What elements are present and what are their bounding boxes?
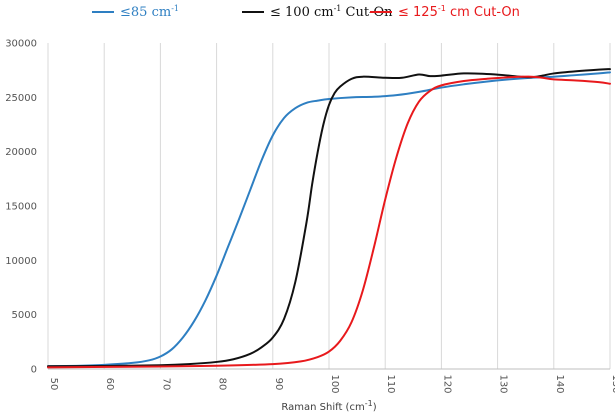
y-axis: 0 5000 10000 15000 20000 25000 30000: [5, 39, 37, 376]
x-tick-label-9: 140: [554, 374, 565, 393]
x-tick-label-6: 110: [385, 374, 396, 393]
x-tick-label-10: 150: [610, 374, 615, 393]
x-axis-title-sup: -1: [365, 399, 373, 408]
x-axis-title: Raman Shift (cm-1): [281, 399, 376, 413]
x-tick-label-8: 130: [498, 374, 509, 393]
legend-text-2: ≤ 125: [398, 5, 438, 20]
x-tick-label-1: 60: [104, 378, 115, 391]
y-tick-label-2: 10000: [5, 256, 37, 267]
x-tick-label-5: 100: [329, 374, 340, 393]
y-tick-label-6: 30000: [5, 39, 37, 50]
legend-label-0: ≤85 cm-1: [120, 4, 179, 20]
y-tick-label-4: 20000: [5, 147, 37, 158]
x-tick-label-4: 90: [273, 378, 284, 391]
y-tick-label-5: 25000: [5, 93, 37, 104]
legend-text-1: ≤ 100 cm: [270, 5, 334, 20]
legend-text-0: ≤85 cm: [120, 5, 171, 20]
grid-lines: [47, 43, 611, 369]
series-group: [47, 68, 611, 369]
y-tick-label-1: 5000: [12, 310, 37, 321]
y-tick-label-3: 15000: [5, 202, 37, 213]
x-axis-title-close: ): [373, 402, 377, 413]
legend-suffix-2: cm Cut-On: [446, 5, 520, 20]
legend-suffix-1: Cut-On: [341, 5, 393, 20]
legend-label-1: ≤ 100 cm-1 Cut-On: [270, 4, 393, 20]
legend-sup-1: -1: [334, 4, 342, 13]
x-tick-label-0: 50: [48, 378, 59, 391]
x-tick-label-3: 80: [217, 378, 228, 391]
legend-label-2: ≤ 125-1 cm Cut-On: [398, 4, 520, 20]
x-tick-label-2: 70: [160, 378, 171, 391]
legend-sup-2: -1: [438, 4, 446, 13]
x-tick-label-7: 120: [441, 374, 452, 393]
x-axis: 50 60 70 80 90 100 110 120 130 140 150: [48, 368, 615, 394]
x-axis-title-text: Raman Shift (cm: [281, 402, 364, 413]
legend-sup-0: -1: [171, 4, 179, 13]
legend: ≤85 cm-1 ≤ 100 cm-1 Cut-On ≤ 125-1 cm Cut-…: [92, 4, 520, 20]
y-tick-label-0: 0: [31, 365, 37, 376]
series-line-0: [47, 71, 611, 368]
series-line-2: [47, 75, 611, 369]
